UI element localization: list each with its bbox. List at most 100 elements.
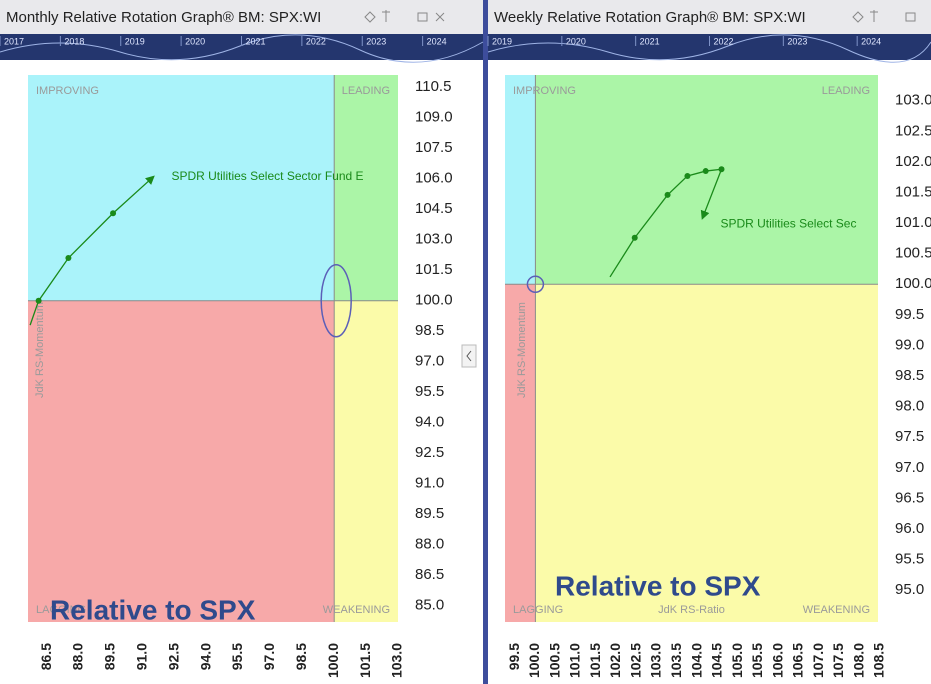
y-tick-label: 101.0 <box>895 214 931 231</box>
timeline-year: 2017 <box>4 36 24 46</box>
title-bar <box>0 0 483 34</box>
pin-icon[interactable] <box>364 11 376 23</box>
pin-icon[interactable] <box>852 11 864 23</box>
trail-point[interactable] <box>631 234 638 241</box>
x-tick-label: 99.5 <box>506 643 522 670</box>
quadrant-weakening <box>334 300 398 622</box>
y-tick-label: 103.0 <box>895 92 931 109</box>
trail-point[interactable] <box>65 255 72 262</box>
plot-area: IMPROVING LEADING LAGGING WEAKENING JdK RS-M… <box>28 75 398 622</box>
x-tick-label: 104.0 <box>688 643 704 678</box>
quadrant-improving <box>28 75 335 301</box>
y-tick-label: 96.0 <box>895 520 924 537</box>
trail-point[interactable] <box>684 172 691 179</box>
y-tick-label: 107.5 <box>415 139 453 156</box>
y-tick-label: 97.5 <box>895 428 924 445</box>
timeline-trace <box>0 34 484 63</box>
y-tick-label: 106.0 <box>415 170 453 187</box>
x-tick-label: 100.0 <box>526 643 542 678</box>
y-tick-label: 97.0 <box>415 353 444 370</box>
x-tick-label: 100.0 <box>325 643 341 678</box>
quadrant-label: IMPROVING <box>36 85 99 97</box>
x-tick-label: 102.5 <box>627 643 643 678</box>
dock-icon[interactable] <box>870 10 878 22</box>
x-tick-label: 86.5 <box>38 643 54 670</box>
x-tick-label: 107.5 <box>830 643 846 678</box>
quadrant-label: LAGGING <box>36 604 86 616</box>
y-tick-label: 98.5 <box>415 322 444 339</box>
trail-point[interactable] <box>702 168 709 175</box>
timeline-year: 2018 <box>64 36 84 46</box>
y-tick-label: 102.5 <box>895 122 931 139</box>
trail-point[interactable] <box>35 297 42 304</box>
y-tick-label: 99.5 <box>895 306 924 323</box>
x-tick-label: 107.0 <box>810 643 826 678</box>
y-tick-label: 99.0 <box>895 336 924 353</box>
y-tick-label: 98.0 <box>895 398 924 415</box>
highlight-ellipse <box>320 263 352 338</box>
timeline-year: 2019 <box>125 36 145 46</box>
x-tick-label: 88.0 <box>70 643 86 670</box>
y-tick-label: 85.0 <box>415 597 444 614</box>
y-tick-label: 91.0 <box>415 475 444 492</box>
y-tick-label: 100.0 <box>415 292 453 309</box>
y-tick-label: 101.5 <box>895 183 931 200</box>
quadrant-lagging <box>28 300 335 622</box>
y-tick-label: 104.5 <box>415 200 453 217</box>
x-tick-label: 105.0 <box>729 643 745 678</box>
quadrant-label: IMPROVING <box>513 85 576 97</box>
y-tick-label: 101.5 <box>415 261 453 278</box>
y-axis-title: JdK RS-Momentum <box>34 302 46 398</box>
x-tick-label: 102.0 <box>607 643 623 678</box>
y-tick-label: 95.5 <box>895 551 924 568</box>
y-tick-label: 109.0 <box>415 109 453 126</box>
timeline-year: 2023 <box>787 36 807 46</box>
x-tick-label: 103.0 <box>389 643 405 678</box>
timeline-year: 2022 <box>306 36 326 46</box>
maximize-icon[interactable] <box>905 12 916 22</box>
close-icon[interactable] <box>435 12 445 22</box>
series-label: SPDR Utilities Select Sec <box>720 216 856 230</box>
x-tick-label: 103.5 <box>668 643 684 678</box>
timeline-trace <box>487 34 931 63</box>
collapse-arrow <box>466 350 472 362</box>
quadrant-lagging <box>505 284 536 622</box>
quadrant-leading <box>334 75 398 301</box>
overlay-annotation: Relative to SPX <box>555 570 761 601</box>
x-tick-label: 98.5 <box>293 643 309 670</box>
timeline-year: 2021 <box>640 36 660 46</box>
x-tick-label: 108.0 <box>850 643 866 678</box>
timeline-year: 2022 <box>714 36 734 46</box>
x-tick-label: 103.0 <box>648 643 664 678</box>
timeline-year: 2020 <box>566 36 586 46</box>
y-tick-label: 86.5 <box>415 566 444 583</box>
timeline-year: 2024 <box>427 36 447 46</box>
plot-area: IMPROVING LEADING LAGGING WEAKENING JdK RS-M… <box>505 75 878 622</box>
timeline-year: 2021 <box>246 36 266 46</box>
series-label: SPDR Utilities Select Sector Fund E <box>171 169 363 183</box>
collapse-button[interactable] <box>461 344 477 368</box>
x-tick-label: 106.0 <box>769 643 785 678</box>
maximize-icon[interactable] <box>417 12 428 22</box>
y-tick-label: 95.0 <box>895 581 924 598</box>
quadrant-label: WEAKENING <box>803 604 870 616</box>
y-tick-label: 98.5 <box>895 367 924 384</box>
y-tick-label: 88.0 <box>415 536 444 553</box>
y-tick-label: 103.0 <box>415 231 453 248</box>
timeline-year: 2019 <box>492 36 512 46</box>
x-tick-label: 95.5 <box>229 643 245 670</box>
x-tick-label: 97.0 <box>261 643 277 670</box>
dock-icon[interactable] <box>382 10 390 22</box>
trail-point[interactable] <box>664 191 671 198</box>
y-tick-label: 96.5 <box>895 489 924 506</box>
quadrant-weakening <box>535 284 878 622</box>
overlay-annotation: Relative to SPX <box>50 594 256 625</box>
x-tick-label: 105.5 <box>749 643 765 678</box>
x-tick-label: 100.5 <box>546 643 562 678</box>
trail-point[interactable] <box>718 166 725 173</box>
trail-point[interactable] <box>110 210 117 217</box>
x-axis-title: JdK RS-Ratio <box>658 604 725 616</box>
x-tick-label: 91.0 <box>134 643 150 670</box>
x-tick-label: 94.0 <box>197 643 213 670</box>
